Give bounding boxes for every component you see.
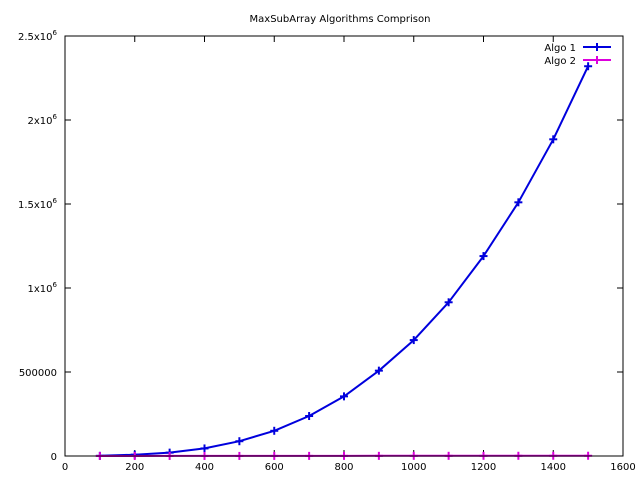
data-point: [549, 135, 558, 144]
x-tick-label: 0: [62, 462, 68, 473]
data-point: [200, 444, 209, 453]
y-tick-mantissa: 0: [51, 452, 57, 463]
y-tick-exponent: 6: [53, 113, 58, 121]
data-point: [305, 412, 314, 421]
series-group: [95, 62, 593, 460]
series-1: [95, 62, 593, 460]
y-tick-exponent: 6: [53, 197, 58, 205]
y-tick-exponent: 6: [53, 281, 58, 289]
data-point: [340, 392, 348, 401]
legend-label: Algo 2: [544, 56, 576, 67]
legend-label: Algo 1: [544, 43, 576, 54]
plot-frame: [64, 35, 624, 457]
data-point: [409, 336, 418, 345]
data-point: [444, 298, 453, 307]
x-tick-label: 600: [265, 462, 284, 473]
y-tick-exponent: 6: [53, 29, 58, 37]
x-tick-label: 1400: [541, 462, 566, 473]
x-tick-label: 800: [334, 462, 353, 473]
y-tick-mantissa: 500000: [19, 368, 57, 379]
y-tick-mantissa: 1x10: [28, 284, 53, 295]
data-point: [584, 62, 593, 71]
y-tick-label: 1x106: [28, 281, 58, 295]
data-point: [270, 426, 279, 435]
x-tick-label: 400: [195, 462, 214, 473]
y-tick-mantissa: 2x10: [28, 116, 53, 127]
data-point: [514, 198, 523, 207]
y-tick-label: 500000: [19, 368, 57, 379]
data-point: [374, 366, 383, 375]
legend: Algo 1 Algo 2: [544, 43, 611, 67]
y-tick-mantissa: 1.5x10: [18, 200, 53, 211]
x-tick-label: 1200: [471, 462, 496, 473]
x-tick-label: 1600: [610, 462, 635, 473]
y-tick-label: 0: [51, 452, 57, 463]
y-tick-label: 2.5x106: [18, 29, 58, 43]
y-tick-mantissa: 2.5x10: [18, 32, 53, 43]
x-tick-label: 200: [125, 462, 144, 473]
data-point: [479, 252, 488, 261]
y-tick-label: 2x106: [28, 113, 58, 127]
y-tick-label: 1.5x106: [18, 197, 58, 211]
chart-title: MaxSubArray Algorithms Comprison: [250, 14, 431, 25]
x-tick-label: 1000: [401, 462, 426, 473]
data-point: [235, 437, 244, 446]
